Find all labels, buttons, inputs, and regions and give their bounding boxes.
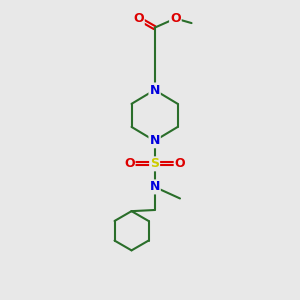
Text: N: N — [149, 180, 160, 194]
Text: O: O — [175, 157, 185, 170]
Text: N: N — [149, 134, 160, 147]
Text: N: N — [149, 83, 160, 97]
Text: O: O — [170, 12, 181, 25]
Text: S: S — [150, 157, 159, 170]
Text: O: O — [133, 12, 144, 25]
Text: O: O — [124, 157, 134, 170]
